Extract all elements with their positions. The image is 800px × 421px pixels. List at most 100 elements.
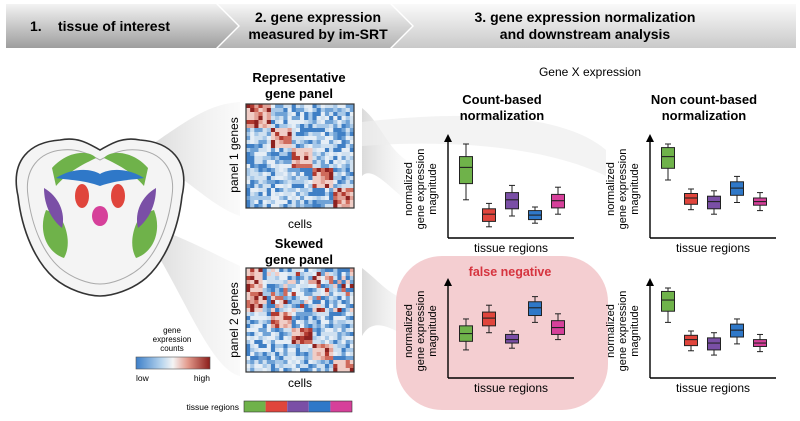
heatmap-cell [324, 116, 330, 121]
heatmap-cell [341, 296, 346, 301]
box-green [661, 287, 675, 323]
heatmap-cell [279, 128, 284, 133]
heatmap-cell [246, 140, 251, 145]
heatmap-cell [283, 144, 288, 149]
heatmap-cell [304, 312, 309, 317]
heatmap-cell [295, 124, 301, 129]
heatmap-cell [295, 128, 301, 133]
heatmap-cell [308, 300, 313, 305]
heatmap-cell [308, 276, 313, 281]
heatmap-cell [333, 140, 338, 145]
heatmap-cell [275, 168, 280, 173]
heatmap-cell [287, 284, 292, 289]
heatmap-cell [345, 172, 351, 177]
heatmap-cell [295, 200, 301, 205]
heatmap-cell [283, 344, 288, 349]
heatmap-cell [324, 368, 330, 373]
heatmap-cell [333, 104, 338, 109]
heatmap-cell [287, 292, 292, 297]
heatmap-cell [275, 284, 280, 289]
heatmap-cell [312, 172, 317, 177]
heatmap-cell [324, 296, 330, 301]
heatmap-cell [283, 196, 288, 201]
heatmap-cell [308, 288, 313, 293]
heatmap-cell [262, 180, 268, 185]
heatmap-cell [337, 164, 342, 169]
box-pink [551, 313, 565, 341]
heatmap-cell [308, 112, 313, 117]
heatmap-cell [287, 364, 292, 369]
heatmap-cell [254, 204, 259, 209]
heatmap-cell [258, 156, 263, 161]
heatmap-cell [291, 168, 297, 173]
brain-section [15, 138, 185, 297]
heatmap-cell [304, 124, 309, 129]
connector-fans [150, 102, 606, 376]
heatmap-cell [308, 344, 313, 349]
heatmap-cell [349, 292, 355, 297]
heatmap-cell [320, 192, 326, 197]
heatmap-cell [295, 364, 301, 369]
heatmap-cell [300, 360, 305, 365]
red-region-left [75, 184, 89, 208]
heatmap-cell [254, 284, 259, 289]
heatmap-cell [283, 164, 288, 169]
heatmap-cell [295, 296, 301, 301]
heatmap-cell [345, 320, 351, 325]
heatmap-cell [341, 368, 346, 373]
legend-low: low [136, 373, 150, 383]
heatmap-cell [266, 140, 272, 145]
heatmap-cell [254, 168, 259, 173]
heatmap-cell [270, 288, 276, 293]
heatmap-cell [349, 308, 355, 313]
blue-region [56, 169, 144, 186]
heatmap-cell [329, 356, 334, 361]
heatmap-cell [275, 340, 280, 345]
heatmap-cell [250, 328, 255, 333]
heatmap-cell [320, 308, 326, 313]
heatmap-cell [329, 336, 334, 341]
heatmap-cell [246, 280, 251, 285]
heatmap-cell [250, 304, 255, 309]
heatmap-cell [341, 280, 346, 285]
heatmap-cell [304, 316, 309, 321]
heatmap-cell [349, 124, 355, 129]
heatmap-cell [320, 352, 326, 357]
heatmap-cell [246, 272, 251, 277]
heatmap-cell [295, 300, 301, 305]
heatmap-cell [250, 168, 255, 173]
heatmap-cell [266, 352, 272, 357]
heatmap-cell [324, 168, 330, 173]
heatmap-cell [337, 292, 342, 297]
heatmap-cell [287, 132, 292, 137]
heatmap-cell [262, 204, 268, 209]
y-axis-label: gene expression [415, 149, 427, 230]
heatmap-cell [254, 268, 259, 273]
heatmap-cell [262, 324, 268, 329]
heatmap-cell [295, 176, 301, 181]
heatmap-cell [341, 136, 346, 141]
heatmap-cell [258, 160, 263, 165]
heatmap-cell [333, 180, 338, 185]
heatmap-cell [266, 336, 272, 341]
heatmap-cell [337, 148, 342, 153]
heatmap-cell [250, 316, 255, 321]
heatmap-border [245, 267, 355, 373]
heatmap-cell [275, 120, 280, 125]
heatmap-cell [320, 360, 326, 365]
heatmap-cell [254, 108, 259, 113]
heatmap-cell [333, 340, 338, 345]
box-purple [505, 184, 519, 217]
heatmap-cell [246, 348, 251, 353]
heatmap-cell [345, 312, 351, 317]
heatmap-cell [316, 144, 322, 149]
heatmap-cell [254, 160, 259, 165]
heatmap-cell [324, 292, 330, 297]
boxplot-panels: normalized gene expression magnitudetissue… [403, 134, 776, 395]
heatmap-cell [316, 148, 322, 153]
heatmap-cell [308, 136, 313, 141]
heatmap-cell [270, 336, 276, 341]
y-axis-arrowhead [646, 134, 654, 142]
heatmap-cell [275, 156, 280, 161]
heatmap-cell [341, 140, 346, 145]
